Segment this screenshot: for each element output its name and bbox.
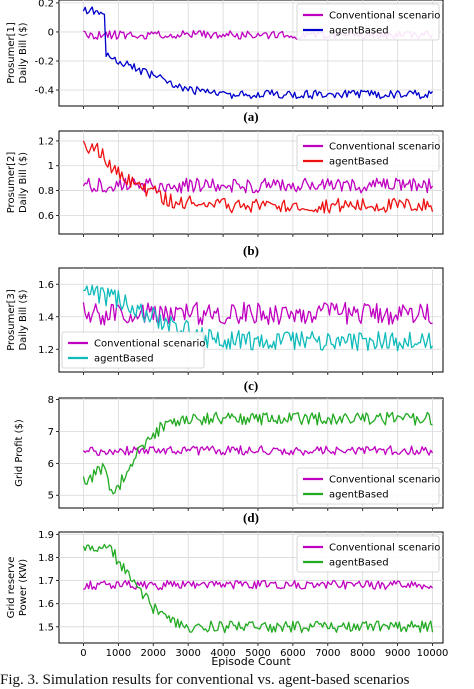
y-tick-label: 1.6: [38, 280, 54, 291]
x-tick-label: 4000: [210, 648, 235, 659]
y-tick-label: 1.7: [38, 576, 54, 587]
panel-label: (d): [243, 510, 259, 525]
panel-label: (b): [243, 243, 259, 258]
series-line-agentbased: [82, 6, 434, 100]
chart-panel-4: 8 7 6 5 Grid Profit ($) Conventional scenario…: [14, 395, 444, 525]
y-tick-label: 0.6: [38, 211, 54, 222]
panel-label: (a): [243, 109, 258, 124]
series-line-conventional: [82, 177, 434, 194]
y-axis-label: Prosumer[2]: [6, 152, 17, 214]
legend-label: Conventional scenario: [329, 475, 440, 486]
x-tick-label: 10000: [417, 648, 449, 659]
legend: Conventional scenario agentBased: [61, 331, 205, 369]
legend-box: [296, 467, 440, 505]
x-tick-label: 1000: [106, 648, 131, 659]
y-axis-label: Grid Profit ($): [14, 419, 25, 487]
legend-label: Conventional scenario: [329, 543, 440, 554]
y-axis-label: Daily Bill ($): [18, 289, 29, 350]
figure-caption: Fig. 3. Simulation results for conventio…: [0, 672, 410, 688]
chart-panel-5: 0 1000 2000 3000 4000 5000 6000 7000 8000 9000 100…: [6, 530, 448, 659]
legend-box: [296, 134, 440, 172]
series-line-conventional: [82, 445, 434, 456]
y-tick-label: 1.9: [38, 530, 54, 541]
y-tick-label: 0.2: [38, 0, 54, 9]
x-tick-label: 5000: [245, 648, 270, 659]
series-line-agentbased: [82, 140, 434, 214]
legend-label: agentBased: [329, 157, 389, 168]
x-tick-label: 0: [80, 648, 86, 659]
legend-label: agentBased: [329, 490, 389, 501]
y-tick-label: 1.2: [38, 345, 54, 356]
series-line-agentbased: [83, 284, 434, 352]
legend-label: Conventional scenario: [329, 142, 440, 153]
y-tick-label: 5: [48, 491, 54, 502]
x-tick-label: 3000: [175, 648, 200, 659]
y-tick-label: 6: [48, 459, 54, 470]
legend-box: [296, 3, 440, 41]
y-tick-label: 1.2: [38, 136, 54, 147]
x-tick-label: 6000: [280, 648, 305, 659]
legend-label: agentBased: [329, 558, 389, 569]
legend-label: Conventional scenario: [94, 339, 205, 350]
legend-label: Conventional scenario: [329, 11, 440, 22]
y-tick-label: 7: [48, 427, 54, 438]
series-line-conventional: [83, 579, 434, 591]
y-tick-label: 1.5: [38, 622, 54, 633]
series-line-agentbased: [82, 543, 434, 634]
legend-label: agentBased: [94, 354, 154, 365]
legend-label: agentBased: [329, 26, 389, 37]
y-tick-label: 0: [48, 27, 54, 38]
y-axis-label: Grid reserve: [6, 557, 17, 619]
y-tick-label: 1.4: [38, 312, 54, 323]
y-axis-label: Prosumer[3]: [6, 289, 17, 351]
y-tick-label: 1.8: [38, 553, 54, 564]
x-tick-label: 8000: [350, 648, 375, 659]
legend: Conventional scenario agentBased: [296, 535, 440, 573]
y-axis-label: Daily Bill ($): [18, 152, 29, 213]
x-tick-label: 9000: [385, 648, 410, 659]
x-tick-label: 7000: [315, 648, 340, 659]
x-tick-label: 2000: [141, 648, 166, 659]
y-tick-label: -0.2: [34, 56, 54, 67]
y-axis-label: Power (KW): [18, 559, 29, 616]
x-axis-label: Episode Count: [211, 655, 291, 668]
y-tick-label: 1: [48, 161, 54, 172]
y-tick-label: 8: [48, 395, 54, 406]
legend: Conventional scenario agentBased: [296, 134, 440, 172]
y-tick-label: -0.4: [34, 86, 54, 97]
y-axis-label: Prosumer[1]: [6, 22, 17, 84]
panel-label: (c): [244, 378, 258, 393]
series-line-agentbased: [82, 411, 433, 495]
y-axis-label: Daily Bill ($): [18, 22, 29, 83]
legend-box: [61, 331, 205, 369]
chart-panel-2: 1.2 1 0.8 0.6 Prosumer[2] Daily Bill ($) Conve…: [6, 130, 444, 258]
legend-box: [296, 535, 440, 573]
y-tick-label: 1.6: [38, 599, 54, 610]
legend: Conventional scenario agentBased: [296, 467, 440, 505]
chart-panel-1: 0.2 0 -0.2 -0.4 Prosumer[1] Daily Bill ($) Con…: [6, 0, 444, 124]
chart-panel-3: 1.6 1.4 1.2 Prosumer[3] Daily Bill ($) Conven…: [6, 267, 444, 393]
y-tick-label: 0.8: [38, 186, 54, 197]
legend: Conventional scenario agentBased: [296, 3, 440, 41]
